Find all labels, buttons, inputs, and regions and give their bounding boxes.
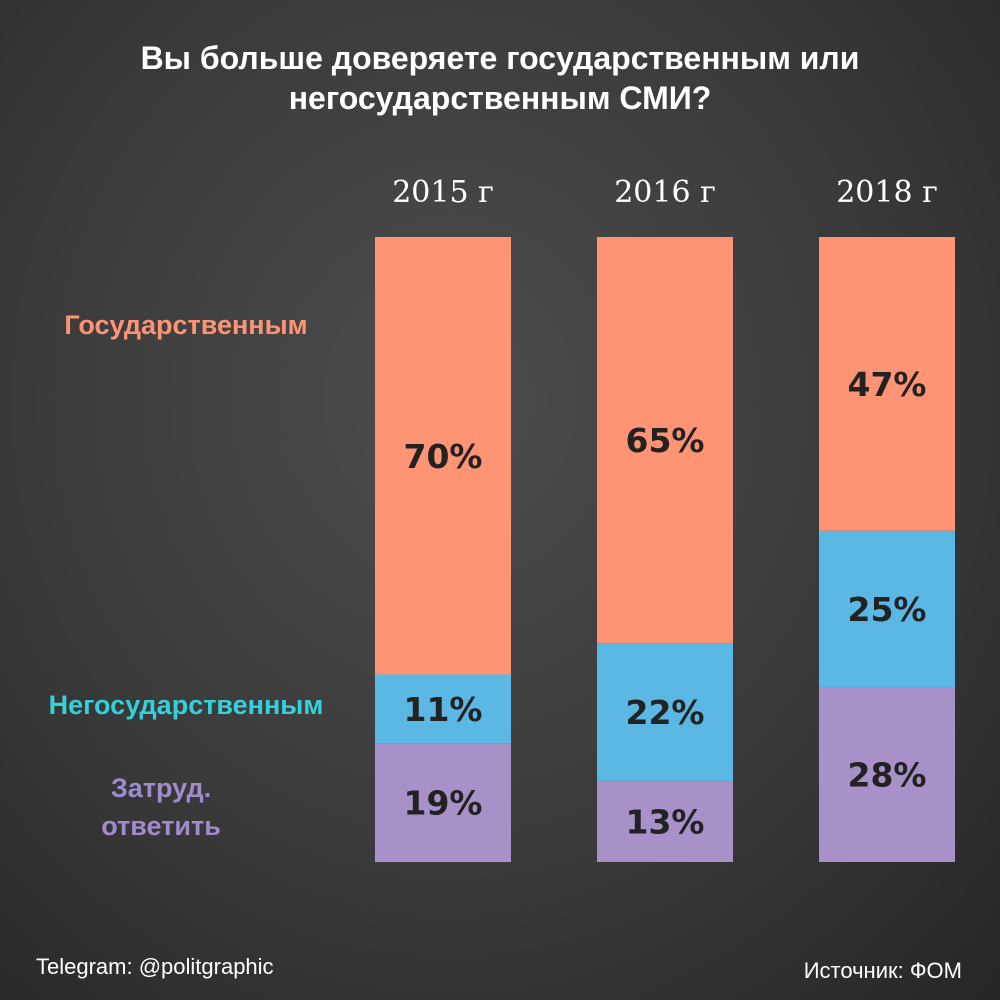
legend-label-nongov: Негосударственным [49,690,324,720]
category-label-2: 2016 г [614,175,716,210]
bar-segment-gov-1 [375,237,511,675]
value-label-hard-1: 19% [404,784,483,823]
value-label-nongov-3: 25% [848,590,927,629]
chart-title: Вы больше доверяете государственным или … [60,38,940,118]
category-label-3: 2018 г [836,175,938,210]
value-label-gov-1: 70% [404,437,483,476]
category-label-1: 2015 г [392,175,494,210]
legend-label-hard-line-2: ответить [101,811,221,841]
bar-segment-gov-2 [597,237,733,644]
bar-segment-hard-2 [597,780,733,862]
bar-segment-gov-3 [819,237,955,531]
bar-segment-nongov-2 [597,643,733,781]
value-label-hard-3: 28% [848,756,927,795]
bar-segment-hard-3 [819,687,955,862]
bar-segment-nongov-1 [375,674,511,744]
bar-segment-nongov-3 [819,530,955,687]
value-label-gov-2: 65% [626,421,705,460]
value-label-gov-3: 47% [848,365,927,404]
telegram-credit: Telegram: @politgraphic [36,954,274,979]
legend-label-hard-line-1: Затруд. [111,773,211,803]
bar-segment-hard-1 [375,743,511,862]
source-credit: Источник: ФОМ [803,958,962,983]
value-label-hard-2: 13% [626,802,705,841]
legend-label-gov: Государственным [64,310,307,340]
chart-title-line-1: Вы больше доверяете государственным или [140,40,860,76]
value-label-nongov-1: 11% [404,690,483,729]
chart-title-line-2: негосударственным СМИ? [288,80,712,116]
value-label-nongov-2: 22% [626,693,705,732]
